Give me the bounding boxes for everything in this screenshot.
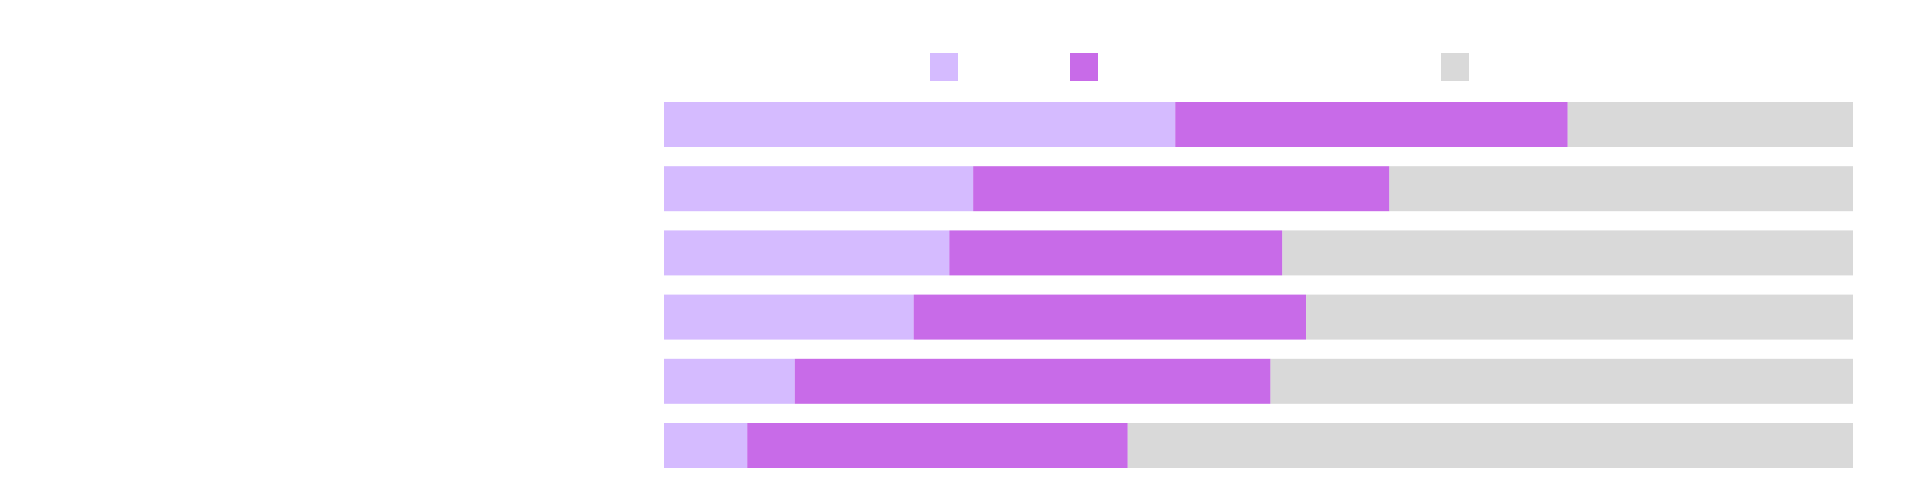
chart-plot-area — [664, 102, 1853, 468]
bar-row — [664, 294, 1853, 340]
bar-segment-series-3 — [1306, 294, 1853, 340]
bar-segment-series-2 — [913, 294, 1307, 340]
bar-segment-series-1 — [664, 294, 914, 340]
bar-row — [664, 102, 1853, 147]
chart-legend — [930, 53, 1469, 81]
bar-segment-series-3 — [1389, 166, 1853, 212]
legend-swatch-series-3 — [1441, 53, 1469, 81]
bar-segment-series-1 — [664, 102, 1176, 147]
bar-segment-series-2 — [973, 166, 1390, 212]
legend-swatch-series-1 — [930, 53, 958, 81]
bar-row — [664, 230, 1853, 276]
bar-segment-series-3 — [1270, 358, 1853, 404]
bar-row — [664, 166, 1853, 212]
bar-segment-series-3 — [1127, 423, 1853, 468]
bar-segment-series-3 — [1567, 102, 1853, 147]
bar-segment-series-2 — [949, 230, 1283, 276]
bar-segment-series-2 — [747, 423, 1128, 468]
bar-segment-series-3 — [1282, 230, 1853, 276]
bar-segment-series-1 — [664, 230, 950, 276]
legend-swatch-series-2 — [1070, 53, 1098, 81]
bar-segment-series-1 — [664, 423, 748, 468]
bar-row — [664, 423, 1853, 468]
bar-segment-series-1 — [664, 358, 795, 404]
bar-segment-series-1 — [664, 166, 974, 212]
bar-row — [664, 358, 1853, 404]
bar-segment-series-2 — [794, 358, 1271, 404]
bar-segment-series-2 — [1175, 102, 1568, 147]
